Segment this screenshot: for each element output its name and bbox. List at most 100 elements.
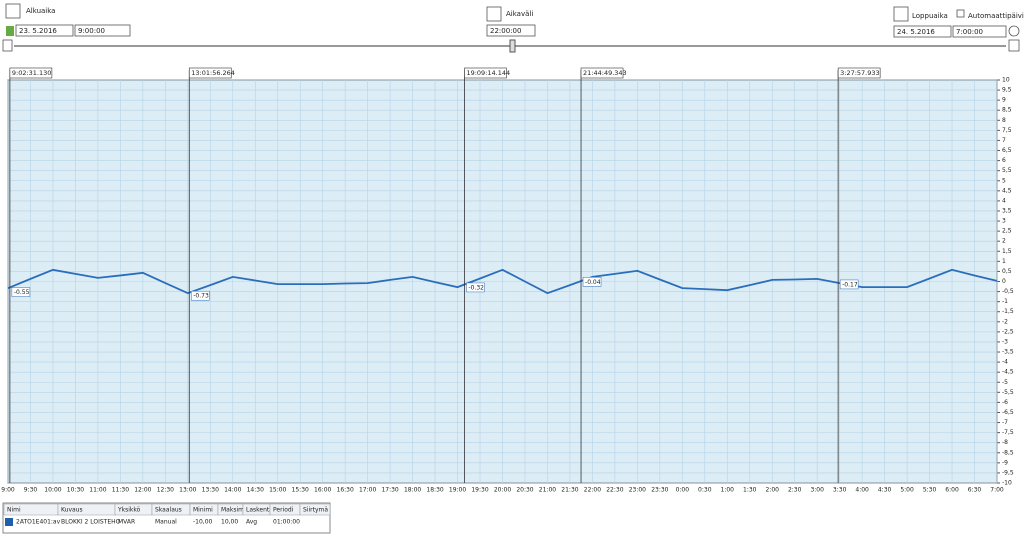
table-cell: MVAR — [118, 519, 135, 526]
interval-label: Aikaväli — [506, 10, 533, 18]
x-tick-label: 4:30 — [878, 487, 892, 494]
table-cell: BLOKKI 2 LOISTEHO — [61, 519, 121, 526]
table-cell: -10,00 — [193, 519, 213, 526]
table-cell: 10,00 — [221, 519, 238, 526]
cursor-time-box — [188, 67, 232, 79]
end-label: Loppuaika — [912, 12, 948, 20]
interval-icon[interactable] — [486, 6, 502, 22]
x-tick-label: 2:00 — [765, 487, 779, 494]
cursor-time-box — [9, 67, 53, 79]
y-tick-label: 0 — [1002, 278, 1006, 285]
start-time[interactable] — [74, 24, 131, 37]
table-header: Nimi — [7, 507, 21, 514]
y-tick-label: 10 — [1002, 77, 1010, 84]
start-date-text: 23. 5.2016 — [19, 27, 57, 35]
refresh-icon[interactable] — [6, 26, 14, 36]
interval-select[interactable] — [486, 24, 536, 37]
x-tick-label: 3:30 — [833, 487, 847, 494]
y-tick-label: -9 — [1002, 459, 1008, 466]
y-tick-label: 6 — [1002, 157, 1006, 164]
x-tick-label: 2:30 — [788, 487, 802, 494]
x-tick-label: 5:00 — [900, 487, 914, 494]
y-tick-label: -1,5 — [1002, 308, 1014, 315]
x-tick-label: 12:30 — [157, 487, 174, 494]
table-cell: Manual — [155, 519, 177, 526]
table-header: Skaalaus — [155, 507, 182, 514]
x-tick-label: 0:30 — [698, 487, 712, 494]
x-tick-label: 0:00 — [676, 487, 690, 494]
slider-thumb[interactable] — [509, 39, 516, 53]
settings-button[interactable] — [1008, 25, 1020, 37]
x-tick-label: 19:30 — [471, 487, 488, 494]
y-tick-label: 9,5 — [1002, 87, 1012, 94]
x-tick-label: 17:00 — [359, 487, 376, 494]
x-tick-label: 15:00 — [269, 487, 286, 494]
table-header-cell — [299, 503, 331, 516]
auto-update-checkbox[interactable] — [956, 9, 965, 18]
y-tick-label: 4,5 — [1002, 187, 1012, 194]
x-tick-label: 12:00 — [134, 487, 151, 494]
end-time[interactable] — [952, 25, 1007, 38]
table-cell: 2ATO1E401:av — [16, 519, 61, 526]
y-tick-label: -3 — [1002, 338, 1008, 345]
end-icon[interactable] — [893, 6, 909, 22]
y-tick-label: -8,5 — [1002, 449, 1014, 456]
y-tick-label: 6,5 — [1002, 147, 1012, 154]
series-checkbox[interactable] — [5, 518, 13, 526]
x-tick-label: 22:00 — [584, 487, 601, 494]
table-cell: 01:00:00 — [273, 519, 300, 526]
x-tick-label: 14:00 — [224, 487, 241, 494]
x-tick-label: 11:00 — [89, 487, 106, 494]
x-tick-label: 3:00 — [810, 487, 824, 494]
x-tick-label: 18:30 — [426, 487, 443, 494]
cursor-value-box — [11, 287, 31, 297]
table-header: Yksikkö — [117, 507, 141, 514]
x-tick-label: 6:00 — [945, 487, 959, 494]
end-date[interactable] — [893, 25, 952, 38]
x-tick-label: 21:30 — [561, 487, 578, 494]
x-tick-label: 13:00 — [179, 487, 196, 494]
y-tick-label: -8 — [1002, 439, 1008, 446]
y-tick-label: 4 — [1002, 197, 1006, 204]
go-start[interactable] — [2, 39, 13, 52]
y-tick-label: -6,5 — [1002, 409, 1014, 416]
cursor-time: 21:44:49.343 — [583, 69, 627, 77]
x-tick-label: 9:00 — [1, 487, 15, 494]
y-tick-label: 2 — [1002, 238, 1006, 245]
cursor-time-box — [837, 67, 881, 79]
y-tick-label: -2,5 — [1002, 328, 1014, 335]
y-tick-label: 3,5 — [1002, 207, 1012, 214]
x-tick-label: 1:00 — [721, 487, 735, 494]
go-end[interactable] — [1008, 39, 1020, 52]
start-label: Alkuaika — [26, 7, 55, 15]
y-tick-label: -6 — [1002, 399, 1008, 406]
start-date[interactable] — [15, 24, 74, 37]
cursor-time: 13:01:56.264 — [191, 69, 235, 77]
table-header: Minimi — [193, 507, 213, 514]
cursor-value-box — [466, 282, 485, 293]
y-tick-label: -0,5 — [1002, 288, 1014, 295]
cursor-time-box — [464, 67, 507, 79]
y-tick-label: -4 — [1002, 359, 1008, 366]
y-tick-label: 1,5 — [1002, 248, 1012, 255]
x-tick-label: 10:30 — [67, 487, 84, 494]
cursor-value: -0.04 — [585, 279, 601, 286]
y-tick-label: 5,5 — [1002, 167, 1012, 174]
cursor-value: -0.32 — [468, 284, 484, 291]
x-tick-label: 9:30 — [24, 487, 38, 494]
x-tick-label: 22:30 — [606, 487, 623, 494]
x-tick-label: 4:00 — [855, 487, 869, 494]
x-tick-label: 23:30 — [651, 487, 668, 494]
x-tick-label: 20:30 — [516, 487, 533, 494]
y-tick-label: 1 — [1002, 258, 1006, 265]
cursor-time: 3:27:57.933 — [840, 69, 880, 77]
x-tick-label: 16:30 — [337, 487, 354, 494]
y-tick-label: -1 — [1002, 298, 1008, 305]
x-tick-label: 11:30 — [112, 487, 129, 494]
y-tick-label: -10 — [1002, 480, 1012, 487]
x-tick-label: 17:30 — [381, 487, 398, 494]
x-tick-label: 15:30 — [292, 487, 309, 494]
start-icon[interactable] — [5, 3, 21, 19]
